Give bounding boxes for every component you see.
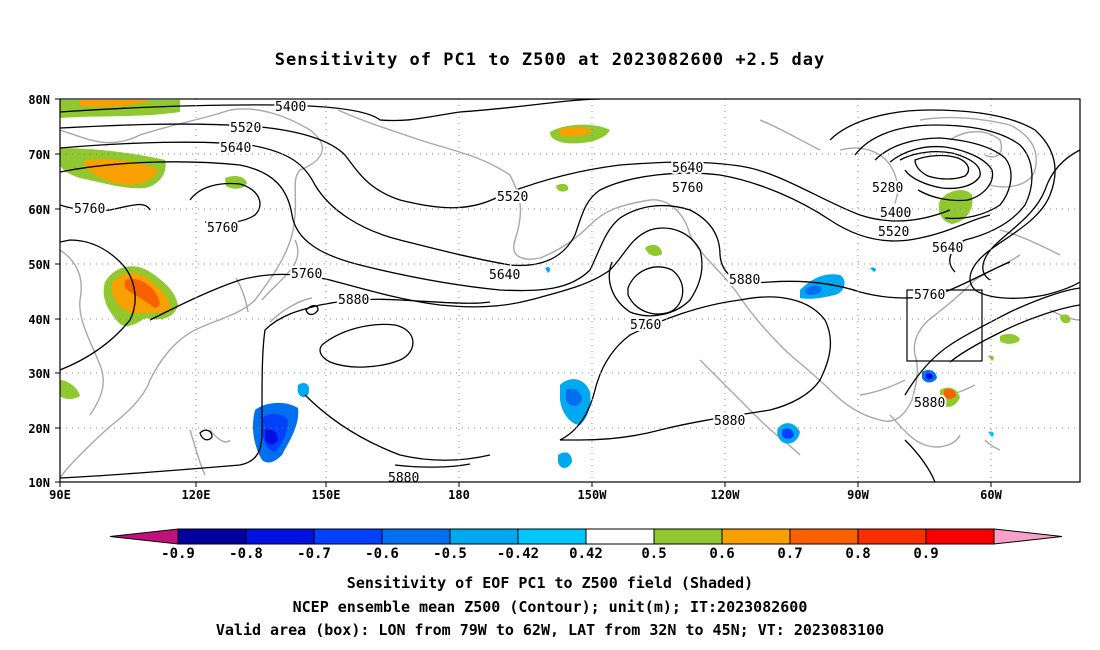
lat-label: 30N [28,367,50,381]
lon-label: 150E [312,488,341,502]
contour-label: 5400 [880,206,911,221]
contour-label: 5520 [230,121,261,136]
contour-label: 5760 [74,202,105,217]
contour-label: 5880 [729,273,760,288]
contour-label: 5640 [672,161,703,176]
colorbar [109,528,1063,545]
contour-label: 5760 [207,221,238,236]
contour-label: 5760 [672,181,703,196]
colorbar-high-end [993,528,1063,545]
lon-label: 90E [49,488,71,502]
contour-label: 5640 [220,141,251,156]
lat-label: 60N [28,203,50,217]
lon-label: 150W [578,488,608,502]
colorbar-label: -0.7 [297,546,331,562]
contour-label: 5880 [914,396,945,411]
map-title: Sensitivity of PC1 to Z500 at 2023082600… [274,50,826,70]
contour-label: 5760 [630,318,661,333]
contour-label: 5280 [872,181,903,196]
coastlines [60,108,1080,479]
colorbar-swatch [789,528,859,545]
contour-label: 5640 [489,268,520,283]
colorbar-low-end [109,528,179,545]
colorbar-label: 0.6 [709,546,734,562]
contour-label: 5880 [714,414,745,429]
lat-label: 80N [28,93,50,107]
z500-contours [60,99,1080,482]
colorbar-label: 0.7 [777,546,802,562]
colorbar-swatch [653,528,723,545]
colorbar-label: -0.42 [497,546,539,562]
colorbar-swatch [313,528,383,545]
axis-ticks [55,98,992,487]
gridlines [60,99,1080,482]
lon-label: 120E [182,488,211,502]
latitude-labels: 80N 70N 60N 50N 40N 30N 20N 10N [28,93,50,490]
caption-shading: Sensitivity of EOF PC1 to Z500 field (Sh… [346,574,754,592]
colorbar-label: 0.42 [569,546,603,562]
valid-area-box [906,289,983,362]
colorbar-swatch [857,528,927,545]
lat-label: 70N [28,148,50,162]
lon-label: 120W [711,488,741,502]
contour-labels: 5400 5520 5640 5760 5760 5520 5640 5760 … [72,99,965,486]
colorbar-label: 0.8 [845,546,870,562]
contour-label: 5640 [932,241,963,256]
contour-label: 5520 [497,190,528,205]
longitude-labels: 90E 120E 150E 180 150W 120W 90W 60W [49,488,1002,502]
colorbar-swatch [449,528,519,545]
contour-label: 5880 [388,471,419,486]
contour-label: 5880 [338,293,369,308]
caption-valid-area: Valid area (box): LON from 79W to 62W, L… [215,621,885,639]
lon-label: 90W [847,488,869,502]
colorbar-swatch [381,528,451,545]
colorbar-label: -0.6 [365,546,399,562]
colorbar-swatch [585,528,655,545]
colorbar-label: 0.9 [913,546,938,562]
caption-contour: NCEP ensemble mean Z500 (Contour); unit(… [292,598,808,616]
lat-label: 10N [28,476,50,490]
colorbar-swatch [177,528,247,545]
colorbar-swatch [721,528,791,545]
colorbar-swatch [245,528,315,545]
lat-label: 40N [28,313,50,327]
colorbar-swatch [517,528,587,545]
plot-frame [59,98,1081,483]
colorbar-label: -0.8 [229,546,263,562]
colorbar-swatch [925,528,995,545]
colorbar-label: -0.5 [433,546,467,562]
contour-label: 5760 [291,267,322,282]
contour-label: 5400 [275,100,306,115]
lat-label: 20N [28,422,50,436]
lon-label: 60W [980,488,1002,502]
lat-label: 50N [28,258,50,272]
colorbar-labels: -0.9 -0.8 -0.7 -0.6 -0.5 -0.42 0.42 0.5 0.6 0.7 0.… [161,546,939,562]
contour-label: 5520 [878,225,909,240]
colorbar-label: -0.9 [161,546,195,562]
lon-label: 180 [448,488,470,502]
contour-label: 5760 [914,288,945,303]
colorbar-label: 0.5 [641,546,666,562]
